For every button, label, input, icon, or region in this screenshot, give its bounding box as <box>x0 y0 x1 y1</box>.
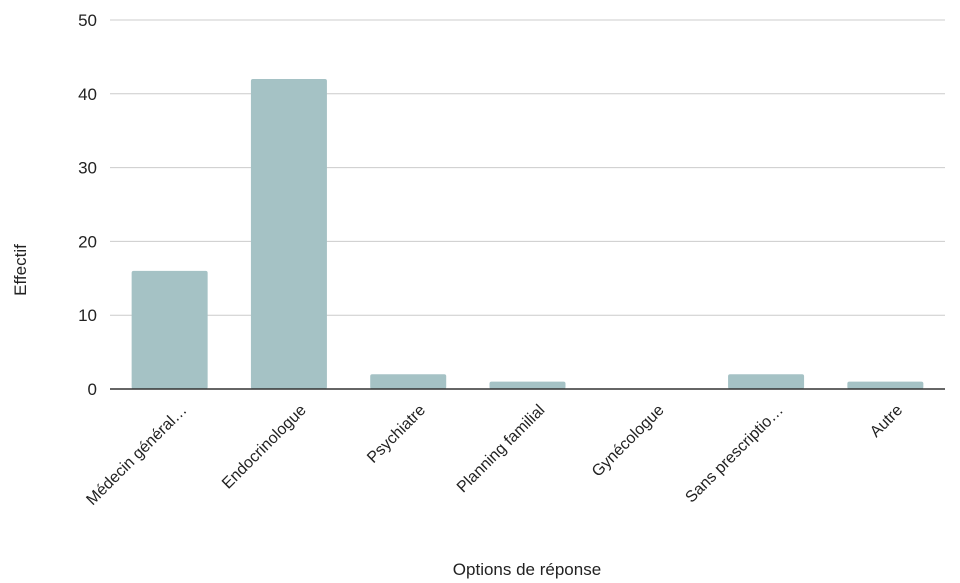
x-tick-label: Psychiatre <box>364 402 429 467</box>
bar <box>250 79 327 389</box>
y-axis-ticks: 0 10 20 30 40 50 <box>78 11 97 399</box>
x-tick-label: Endocrinologue <box>219 402 310 493</box>
bar <box>847 381 924 389</box>
y-tick-label: 30 <box>78 159 97 178</box>
y-tick-label: 0 <box>88 380 97 399</box>
y-tick-label: 20 <box>78 232 97 251</box>
bar <box>489 381 566 389</box>
grid-lines <box>110 19 945 316</box>
bar <box>131 270 208 389</box>
bar <box>728 374 805 389</box>
y-axis-title: Effectif <box>11 244 30 296</box>
x-tick-label: Gynécologue <box>589 402 668 481</box>
bar <box>370 374 447 389</box>
x-tick-label: Sans prescriptio… <box>682 402 786 506</box>
x-tick-label: Planning familial <box>454 402 548 496</box>
bars <box>131 79 924 389</box>
x-axis-labels: Médecin général… Endocrinologue Psychiatre… <box>83 402 906 509</box>
x-axis-title: Options de réponse <box>453 560 601 579</box>
x-tick-label: Médecin général… <box>83 402 190 509</box>
y-tick-label: 40 <box>78 85 97 104</box>
x-tick-label: Autre <box>867 402 906 441</box>
y-tick-label: 50 <box>78 11 97 30</box>
y-tick-label: 10 <box>78 306 97 325</box>
